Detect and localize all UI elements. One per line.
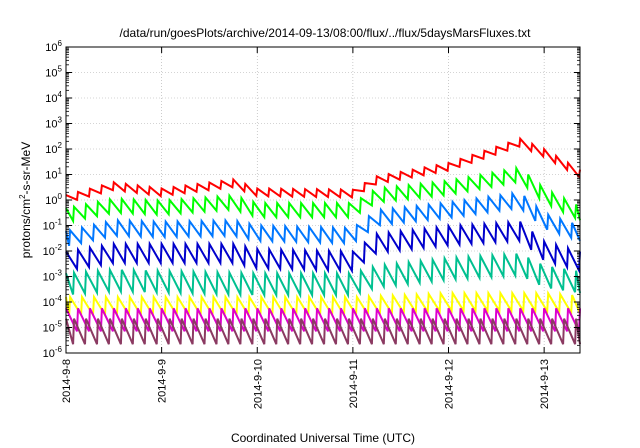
y-tick-label: 10-4 bbox=[43, 294, 63, 309]
plot-frame bbox=[65, 46, 581, 354]
x-tick-label: 2014-9-13 bbox=[539, 359, 551, 409]
y-tick-base: 10 bbox=[43, 246, 55, 258]
y-tick-exp: -4 bbox=[55, 294, 63, 303]
y-tick-label: 104 bbox=[45, 90, 62, 105]
y-tick-base: 10 bbox=[45, 68, 57, 80]
y-axis-label-prefix: protons/cm bbox=[19, 199, 33, 258]
y-tick-label: 102 bbox=[45, 141, 62, 156]
y-tick-base: 10 bbox=[45, 93, 57, 105]
y-tick-exp: -1 bbox=[55, 218, 63, 227]
y-tick-exp: -6 bbox=[55, 345, 63, 354]
y-tick-label: 10-3 bbox=[43, 269, 63, 284]
y-tick-label: 10-2 bbox=[43, 243, 63, 258]
y-tick-exp: 3 bbox=[58, 116, 63, 125]
y-tick-label: 103 bbox=[45, 116, 62, 131]
y-tick-exp: 2 bbox=[58, 141, 63, 150]
y-tick-label: 100 bbox=[45, 192, 62, 207]
x-axis: 2014-9-8 2014-9-9 2014-9-10 2014-9-11 2014-9… bbox=[61, 47, 551, 409]
y-tick-base: 10 bbox=[45, 195, 57, 207]
y-tick-exp: -5 bbox=[55, 320, 63, 329]
y-tick-label: 106 bbox=[45, 39, 62, 54]
x-tick-label: 2014-9-10 bbox=[252, 359, 264, 409]
y-tick-base: 10 bbox=[43, 272, 55, 284]
y-tick-label: 101 bbox=[45, 167, 62, 182]
y-axis-label-suffix: -s-sr-MeV bbox=[19, 142, 33, 195]
y-tick-base: 10 bbox=[43, 323, 55, 335]
y-tick-base: 10 bbox=[45, 144, 57, 156]
y-tick-base: 10 bbox=[45, 119, 57, 131]
y-tick-base: 10 bbox=[43, 221, 55, 233]
y-axis: 10-610-510-410-310-210-11001011021031041… bbox=[43, 39, 580, 360]
y-tick-base: 10 bbox=[43, 297, 55, 309]
series-line-1 bbox=[65, 136, 581, 202]
y-tick-label: 105 bbox=[45, 65, 62, 80]
y-tick-exp: 6 bbox=[58, 39, 63, 48]
x-tick-label: 2014-9-8 bbox=[61, 359, 73, 403]
y-tick-label: 10-6 bbox=[43, 345, 63, 360]
series-line-4 bbox=[65, 218, 581, 275]
y-tick-label: 10-1 bbox=[43, 218, 63, 233]
y-tick-base: 10 bbox=[45, 42, 57, 54]
y-tick-exp: 1 bbox=[58, 167, 63, 176]
y-tick-exp: 4 bbox=[58, 90, 63, 99]
x-axis-label: Coordinated Universal Time (UTC) bbox=[231, 431, 415, 445]
series-line-8 bbox=[65, 318, 581, 345]
grid-lines bbox=[66, 47, 580, 353]
y-axis-label-sup: 2 bbox=[18, 194, 27, 199]
y-tick-exp: -2 bbox=[55, 243, 63, 252]
y-tick-base: 10 bbox=[45, 170, 57, 182]
series-line-5 bbox=[65, 250, 581, 299]
series-line-2 bbox=[65, 164, 581, 225]
series-line-7 bbox=[65, 307, 581, 332]
series-group bbox=[65, 136, 581, 345]
x-tick-label: 2014-9-12 bbox=[444, 359, 456, 409]
y-tick-base: 10 bbox=[43, 348, 55, 360]
x-tick-label: 2014-9-9 bbox=[157, 359, 169, 403]
chart-title: /data/run/goesPlots/archive/2014-09-13/0… bbox=[120, 26, 532, 40]
y-tick-label: 10-5 bbox=[43, 320, 63, 335]
series-line-3 bbox=[65, 190, 581, 247]
series-line-6 bbox=[65, 289, 581, 319]
y-tick-exp: 5 bbox=[58, 65, 63, 74]
x-tick-label: 2014-9-11 bbox=[348, 359, 360, 408]
y-axis-label: protons/cm2-s-sr-MeV bbox=[18, 142, 33, 258]
y-tick-exp: 0 bbox=[58, 192, 63, 201]
y-tick-exp: -3 bbox=[55, 269, 63, 278]
